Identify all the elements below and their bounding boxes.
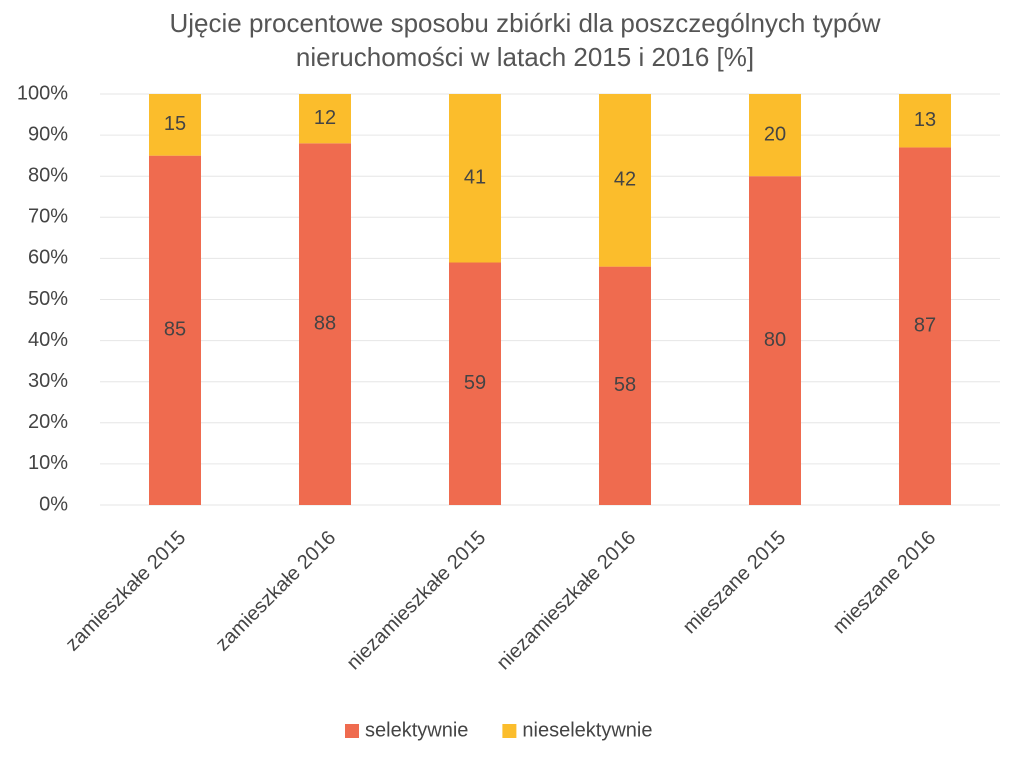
bar-segment [449, 262, 501, 505]
bar-segment [599, 266, 651, 505]
x-tick-label: niezamieszkałe 2016 [493, 527, 641, 675]
bar-segment [749, 176, 801, 505]
x-tick-label: niezamieszkałe 2015 [343, 527, 491, 675]
bar-segment [299, 94, 351, 144]
y-tick-label: 10% [28, 452, 68, 474]
legend-label: nieselektywnie [522, 719, 652, 741]
bar-segment [899, 147, 951, 505]
data-label: 58 [614, 374, 636, 396]
data-label: 20 [764, 123, 786, 145]
y-tick-label: 100% [17, 82, 68, 104]
bar-segment [299, 143, 351, 505]
bar-segment [899, 94, 951, 148]
data-label: 87 [914, 314, 936, 336]
bar-segment [149, 94, 201, 156]
bar-segment [599, 94, 651, 267]
x-tick-label: mieszane 2015 [679, 527, 790, 638]
data-label: 41 [464, 167, 486, 189]
data-label: 12 [314, 107, 336, 129]
data-label: 15 [164, 113, 186, 135]
bar-segment [449, 94, 501, 263]
y-tick-label: 90% [28, 123, 68, 145]
y-tick-label: 30% [28, 370, 68, 392]
data-label: 13 [914, 109, 936, 131]
chart-title: Ujęcie procentowe sposobu zbiórki dla po… [169, 8, 881, 72]
data-label: 59 [464, 372, 486, 394]
bar-segment [749, 94, 801, 177]
y-tick-label: 0% [39, 493, 68, 515]
x-tick-label: mieszane 2016 [829, 527, 940, 638]
legend-label: selektywnie [365, 719, 468, 741]
legend-swatch [502, 724, 517, 738]
y-tick-label: 40% [28, 329, 68, 351]
y-tick-label: 20% [28, 411, 68, 433]
legend-swatch [345, 724, 359, 738]
data-label: 85 [164, 319, 186, 341]
data-label: 42 [614, 169, 636, 191]
y-tick-label: 60% [28, 247, 68, 269]
bar-segment [149, 155, 201, 505]
y-tick-label: 80% [28, 164, 68, 186]
y-tick-label: 70% [28, 206, 68, 228]
data-label: 88 [314, 312, 336, 334]
x-tick-label: zamieszkałe 2015 [62, 527, 191, 656]
y-tick-label: 50% [28, 288, 68, 310]
data-label: 80 [764, 329, 786, 351]
x-tick-label: zamieszkałe 2016 [212, 527, 341, 656]
